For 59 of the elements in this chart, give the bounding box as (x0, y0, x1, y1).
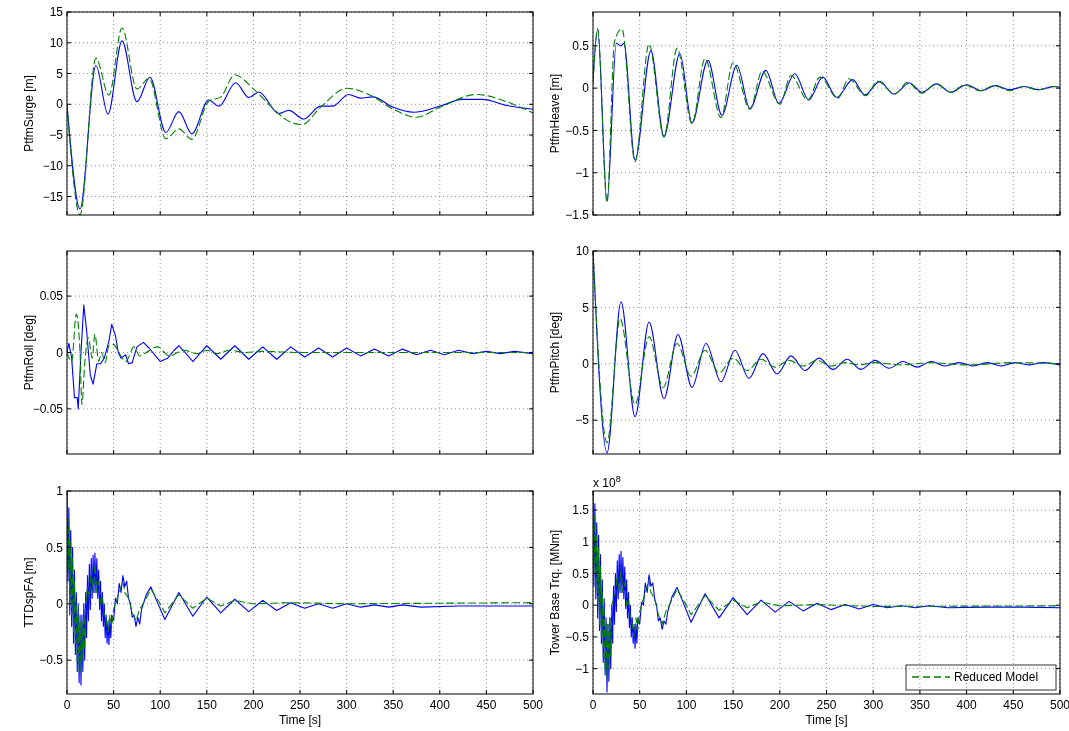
y-tick-label: 1.5 (572, 503, 590, 518)
x-tick-label: 50 (633, 698, 647, 712)
x-tick-label: 100 (676, 698, 697, 712)
text: x 10$^{8}$ (593, 474, 621, 490)
y-tick-label: 0 (582, 81, 590, 96)
x-tick-label: 500 (522, 698, 544, 712)
y-axis-title: PtfmSurge [m] (22, 75, 36, 152)
y-tick-label: −0.05 (32, 402, 64, 417)
x-tick-label: 150 (723, 698, 744, 712)
y-tick-label: 0 (56, 97, 64, 112)
y-axis-title: PtfmPitch [deg] (548, 311, 562, 394)
y-tick-label: 0.5 (572, 566, 590, 581)
x-tick-label: 450 (1003, 698, 1024, 712)
y-tick-label: 0 (582, 356, 590, 371)
x-tick-label: 300 (336, 698, 357, 712)
x-axis-title: Time [s] (278, 713, 322, 727)
y-tick-label: 0.5 (46, 540, 64, 555)
y-tick-label: 10 (575, 244, 590, 259)
y-axis-title: Tower Base Trq. [MNm] (548, 529, 562, 656)
y-axis-title: PtfmHeave [m] (548, 73, 562, 154)
x-tick-label: 250 (289, 698, 311, 712)
x-tick-label: 350 (383, 698, 404, 712)
x-tick-label: 300 (863, 698, 884, 712)
x-axis-title: Time [s] (805, 713, 848, 727)
y-tick-label: −0.5 (39, 653, 64, 668)
y-tick-label: 0 (56, 345, 64, 360)
x-tick-label: 200 (769, 698, 791, 712)
x-tick-label: 500 (1049, 698, 1069, 712)
y-tick-label: 5 (582, 300, 590, 315)
y-tick-label: 0.5 (572, 39, 590, 54)
y-tick-label: −0.5 (565, 123, 590, 138)
x-tick-label: 450 (476, 698, 497, 712)
y-tick-label: 10 (49, 35, 64, 50)
y-tick-label: 0 (582, 598, 590, 613)
y-tick-label: 15 (49, 5, 64, 20)
y-tick-label: −0.5 (565, 630, 590, 645)
y-tick-label: −10 (42, 158, 64, 173)
x-tick-label: 50 (106, 698, 121, 712)
y-tick-label: −5 (575, 413, 590, 428)
y-tick-label: 0 (56, 596, 64, 611)
x-tick-label: 400 (956, 698, 977, 712)
y-tick-label: −15 (42, 189, 64, 204)
x-tick-label: 100 (150, 698, 171, 712)
x-tick-label: 400 (429, 698, 451, 712)
y-tick-label: −1.5 (565, 208, 590, 223)
y-tick-label: 5 (56, 66, 64, 81)
y-tick-label: 0.05 (39, 289, 64, 304)
x-tick-label: 350 (909, 698, 931, 712)
x-tick-label: 200 (243, 698, 264, 712)
y-tick-label: −5 (49, 128, 64, 143)
y-axis-title: PtfmRoll [deg] (22, 314, 36, 391)
y-axis-title: TTDspFA [m] (22, 557, 36, 628)
y-tick-label: 1 (582, 534, 590, 549)
y-tick-label: −1 (575, 661, 590, 676)
y-tick-label: −1 (575, 165, 590, 180)
y-tick-label: 1 (56, 484, 64, 499)
x-tick-label: 150 (196, 698, 218, 712)
legend-label: Reduced Model (954, 670, 1039, 685)
x-tick-label: 250 (816, 698, 837, 712)
